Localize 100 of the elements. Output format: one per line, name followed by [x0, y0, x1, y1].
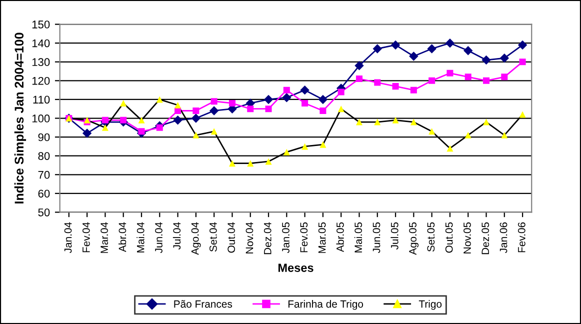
x-tick-label: Jul.05 [390, 222, 398, 250]
y-tick-label: 110 [33, 96, 50, 104]
y-tick-label: 120 [32, 76, 50, 85]
y-axis-title: Indice Simples Jan 2004=100 [14, 32, 26, 204]
point [428, 128, 436, 135]
point [372, 44, 382, 54]
y-tick-label: 130 [32, 58, 50, 66]
point [174, 102, 182, 108]
point [501, 132, 508, 138]
x-tick-label: Fev.06 [518, 222, 526, 252]
point [82, 128, 92, 138]
point [392, 83, 399, 90]
x-tick-label: Ago.05 [409, 222, 419, 255]
x-tick-label: Set.04 [209, 222, 217, 252]
point [427, 44, 436, 54]
x-tick-label: Fev.05 [300, 222, 308, 252]
y-tick-label: 140 [32, 39, 50, 48]
x-tick-label: Jan.06 [500, 222, 508, 254]
point [265, 106, 272, 112]
point [354, 61, 364, 70]
x-tick-label: Mai.05 [354, 222, 362, 252]
x-tick-label: Ago.04 [191, 222, 201, 255]
x-tick-label: Out.04 [228, 222, 236, 253]
x-tick-label: Jan.05 [282, 222, 290, 254]
point [138, 128, 145, 135]
point [228, 100, 236, 106]
point [428, 77, 436, 84]
point [482, 55, 491, 65]
point [374, 79, 381, 86]
point [283, 148, 290, 156]
point [302, 143, 308, 150]
point [446, 145, 454, 152]
x-tick-label: Jul.04 [172, 222, 181, 250]
point [464, 46, 473, 56]
point [518, 40, 528, 50]
point [102, 124, 108, 131]
point [228, 160, 236, 167]
point [120, 116, 127, 124]
point [192, 132, 200, 138]
point [356, 118, 362, 126]
point [247, 160, 254, 167]
point [409, 52, 418, 61]
point [283, 86, 290, 94]
y-tick-label: 50 [38, 208, 50, 216]
x-tick-label: Jun.05 [372, 222, 380, 254]
x-tick-label: Mar.04 [100, 222, 108, 253]
point [446, 70, 454, 76]
x-tick-label: Nov.05 [464, 222, 471, 254]
point [265, 158, 272, 165]
point [519, 111, 526, 118]
x-tick-label: Fev.04 [82, 222, 90, 252]
y-tick-label: 70 [38, 170, 50, 179]
point [410, 118, 417, 126]
point [138, 116, 145, 124]
point [410, 86, 417, 94]
legend-label: Pão Frances [174, 300, 232, 308]
point [209, 106, 219, 116]
x-tick-label: Dez.04 [264, 222, 272, 254]
point [338, 88, 344, 96]
point [482, 77, 490, 84]
y-tick-label: 150 [32, 20, 50, 28]
x-tick-label: Mar.05 [318, 222, 326, 253]
legend-label: Trigo [418, 300, 442, 310]
point [247, 106, 254, 112]
point [374, 118, 381, 126]
point [320, 107, 326, 114]
point [173, 116, 182, 125]
point [482, 118, 490, 126]
point [282, 92, 292, 102]
y-tick-label: 80 [38, 152, 50, 160]
point [210, 128, 218, 135]
point [191, 114, 201, 123]
point [464, 74, 472, 80]
x-tick-label: Set.05 [427, 222, 435, 252]
legend-label: Farinha de Trigo [288, 300, 364, 310]
x-tick-label: Dez.05 [482, 222, 490, 254]
y-tick-label: 90 [38, 133, 50, 142]
point [192, 107, 200, 114]
x-tick-label: Abr.04 [118, 222, 126, 252]
point [501, 74, 508, 80]
x-tick-label: Abr.05 [336, 222, 344, 252]
point [390, 40, 400, 50]
point [156, 96, 163, 103]
point [102, 116, 108, 124]
point [392, 116, 399, 124]
point [156, 124, 163, 131]
point [519, 58, 526, 66]
point [120, 100, 127, 106]
point [210, 98, 218, 105]
point [264, 94, 274, 104]
point [318, 94, 328, 104]
x-tick-label: Mai.04 [136, 222, 144, 252]
point [500, 54, 510, 63]
point [338, 106, 344, 112]
x-tick-label: Nov.04 [246, 222, 254, 254]
point [464, 132, 472, 138]
x-axis-title: Meses [278, 264, 314, 272]
x-tick-label: Jun.04 [155, 222, 162, 254]
y-tick-label: 100 [32, 114, 50, 122]
y-tick-label: 60 [38, 190, 50, 198]
